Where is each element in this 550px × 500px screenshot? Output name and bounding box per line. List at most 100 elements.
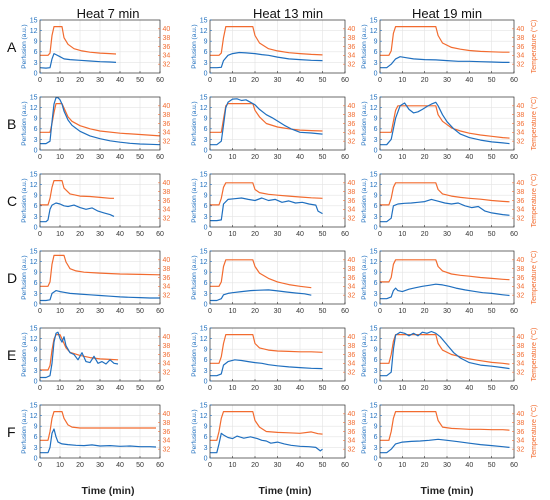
panel-e-2-xtick-label: 60 bbox=[341, 385, 349, 392]
panel-c-2-xtick-label: 30 bbox=[274, 231, 282, 238]
panel-c-3-xtick-label: 30 bbox=[443, 231, 451, 238]
panel-c-3-ytick-left-label: 3 bbox=[374, 214, 378, 221]
panel-b-1-xtick-label: 60 bbox=[156, 154, 164, 161]
panel-c-1-perfusion-line bbox=[40, 202, 115, 223]
panel-a-1-xtick-label: 50 bbox=[136, 77, 144, 84]
panel-c-1-xtick-label: 30 bbox=[96, 231, 104, 238]
panel-b-2-ytick-right-label: 38 bbox=[348, 112, 356, 119]
panel-b-2-perfusion-line bbox=[210, 98, 323, 146]
panel-f-1-ylabel-left: Perfusion (a.u.) bbox=[21, 409, 28, 453]
panel-f-3-xtick-label: 20 bbox=[421, 462, 429, 469]
panel-e-3-xtick-label: 60 bbox=[510, 385, 518, 392]
panel-b-2-ytick-left-label: 12 bbox=[200, 105, 208, 112]
panel-f-2-ytick-right-label: 38 bbox=[348, 420, 356, 427]
panel-b-3-xtick-label: 0 bbox=[378, 154, 382, 161]
panel-f-3-ytick-left-label: 15 bbox=[370, 402, 378, 409]
panel-d-1-ytick-left-label: 9 bbox=[34, 270, 38, 277]
panel-b-1: 0 10 20 30 40 50 60036912153234363840Perfusion… bbox=[21, 94, 170, 161]
panel-d-3-perfusion-line bbox=[380, 283, 510, 300]
panel-a-1-xtick-label: 30 bbox=[96, 77, 104, 84]
panel-e-3-perfusion-line bbox=[380, 330, 510, 377]
panel-b-1-ytick-right-label: 38 bbox=[163, 112, 171, 119]
panel-f-1-ytick-right-label: 40 bbox=[163, 411, 171, 418]
panel-a-1-ytick-right-label: 36 bbox=[163, 44, 171, 51]
panel-d-2-xtick-label: 60 bbox=[341, 308, 349, 315]
panel-b-3-ytick-left-label: 15 bbox=[370, 94, 378, 101]
panel-a-2-perfusion-line bbox=[210, 51, 323, 69]
panel-f-3-xtick-label: 30 bbox=[443, 462, 451, 469]
panel-e-3-ytick-right-label: 32 bbox=[517, 370, 525, 377]
panel-e-1-ytick-right-label: 32 bbox=[163, 370, 171, 377]
panel-c-3-xtick-label: 10 bbox=[398, 231, 406, 238]
panel-b-3-xtick-label: 20 bbox=[421, 154, 429, 161]
panel-c-3-ytick-left-label: 6 bbox=[374, 203, 378, 210]
panel-e-3-ytick-right-label: 34 bbox=[517, 361, 525, 368]
panel-f-3-grid bbox=[379, 404, 515, 459]
panel-b-2-xtick-label: 40 bbox=[296, 154, 304, 161]
panel-b-3-ytick-left-label: 0 bbox=[374, 147, 378, 154]
panel-c-3-perfusion-line bbox=[380, 198, 510, 223]
panel-b-3-perfusion-line bbox=[380, 101, 510, 146]
panel-d-3-ytick-left-label: 9 bbox=[374, 270, 378, 277]
panel-a-1-ytick-right-label: 34 bbox=[163, 53, 171, 60]
panel-f-1-temperature-line bbox=[40, 411, 156, 441]
panel-e-1-xtick-label: 10 bbox=[56, 385, 64, 392]
panel-a-2-xtick-label: 10 bbox=[229, 77, 237, 84]
panel-c-1-ytick-left-label: 0 bbox=[34, 224, 38, 231]
panel-b-2-temperature-line bbox=[210, 103, 323, 133]
panel-e-3-ytick-left-label: 0 bbox=[374, 378, 378, 385]
panel-d-1-ytick-right-label: 38 bbox=[163, 266, 171, 273]
panel-d-2-ytick-left-label: 15 bbox=[200, 248, 208, 255]
panel-a-2-ylabel-left: Perfusion (a.u.) bbox=[191, 24, 198, 68]
column-titles: Heat 7 min Heat 13 min Heat 19 min bbox=[77, 6, 482, 21]
panel-e-2-ytick-right-label: 34 bbox=[348, 361, 356, 368]
panel-a-2-xtick-label: 40 bbox=[296, 77, 304, 84]
panel-a-3-ytick-right-label: 36 bbox=[517, 44, 525, 51]
panel-e-2-ytick-left-label: 12 bbox=[200, 336, 208, 343]
panel-f-3-ylabel-left: Perfusion (a.u.) bbox=[361, 409, 368, 453]
panel-e-3-ytick-left-label: 9 bbox=[374, 347, 378, 354]
panel-e-2-xtick-label: 40 bbox=[296, 385, 304, 392]
panel-a-1-ytick-left-label: 9 bbox=[34, 39, 38, 46]
panel-b-1-ytick-right-label: 32 bbox=[163, 139, 171, 146]
panel-d-3-ytick-right-label: 34 bbox=[517, 284, 525, 291]
panel-a-2-ytick-right-label: 34 bbox=[348, 53, 356, 60]
panel-c-2-perfusion-line bbox=[210, 197, 323, 222]
panel-c-2-ytick-right-label: 38 bbox=[348, 189, 356, 196]
panel-e-1-ytick-left-label: 6 bbox=[34, 357, 38, 364]
panel-d-1-xtick-label: 50 bbox=[136, 308, 144, 315]
panel-f-1-ytick-left-label: 6 bbox=[34, 434, 38, 441]
panel-d-2-temperature-line bbox=[210, 259, 312, 289]
panel-b-1-xtick-label: 10 bbox=[56, 154, 64, 161]
panel-f-2-ytick-left-label: 6 bbox=[204, 434, 208, 441]
panel-c-1-ytick-right-label: 36 bbox=[163, 198, 171, 205]
panel-c-2-xtick-label: 20 bbox=[251, 231, 259, 238]
panel-b-1-xtick-label: 20 bbox=[76, 154, 84, 161]
x-axis-label-3: Time (min) bbox=[421, 485, 474, 497]
panel-a-3-xtick-label: 60 bbox=[510, 77, 518, 84]
panel-d-3-ytick-left-label: 0 bbox=[374, 301, 378, 308]
panel-f-2: 0 10 20 30 40 50 60036912153234363840Perfusion… bbox=[191, 402, 355, 469]
panel-f-3-ytick-right-label: 36 bbox=[517, 429, 525, 436]
panel-d-2-xtick-label: 20 bbox=[251, 308, 259, 315]
panel-d-1-ytick-right-label: 40 bbox=[163, 257, 171, 264]
panel-a-3-xtick-label: 40 bbox=[465, 77, 473, 84]
panel-a-2-ytick-right-label: 36 bbox=[348, 44, 356, 51]
panel-a-2-ytick-right-label: 40 bbox=[348, 26, 356, 33]
panel-e-1-temperature-line bbox=[40, 334, 119, 371]
panel-f-3-ytick-left-label: 6 bbox=[374, 434, 378, 441]
panel-a-1-ylabel-left: Perfusion (a.u.) bbox=[21, 24, 28, 68]
panel-a-1-xtick-label: 40 bbox=[116, 77, 124, 84]
panel-b-2-ytick-right-label: 34 bbox=[348, 130, 356, 137]
panel-a-2-xtick-label: 20 bbox=[251, 77, 259, 84]
panel-c-3-ylabel-left: Perfusion (a.u.) bbox=[361, 178, 368, 222]
panel-c-2-xtick-label: 10 bbox=[229, 231, 237, 238]
panel-b-1-xtick-label: 30 bbox=[96, 154, 104, 161]
panel-f-1-xtick-label: 10 bbox=[56, 462, 64, 469]
panel-d-1-ytick-left-label: 3 bbox=[34, 291, 38, 298]
panel-a-3-ytick-left-label: 12 bbox=[370, 28, 378, 35]
panel-a-3-ytick-left-label: 15 bbox=[370, 17, 378, 24]
panel-a-1-ytick-left-label: 15 bbox=[30, 17, 38, 24]
panel-a-1-ytick-right-label: 40 bbox=[163, 26, 171, 33]
panel-e-1-ytick-left-label: 12 bbox=[30, 336, 38, 343]
